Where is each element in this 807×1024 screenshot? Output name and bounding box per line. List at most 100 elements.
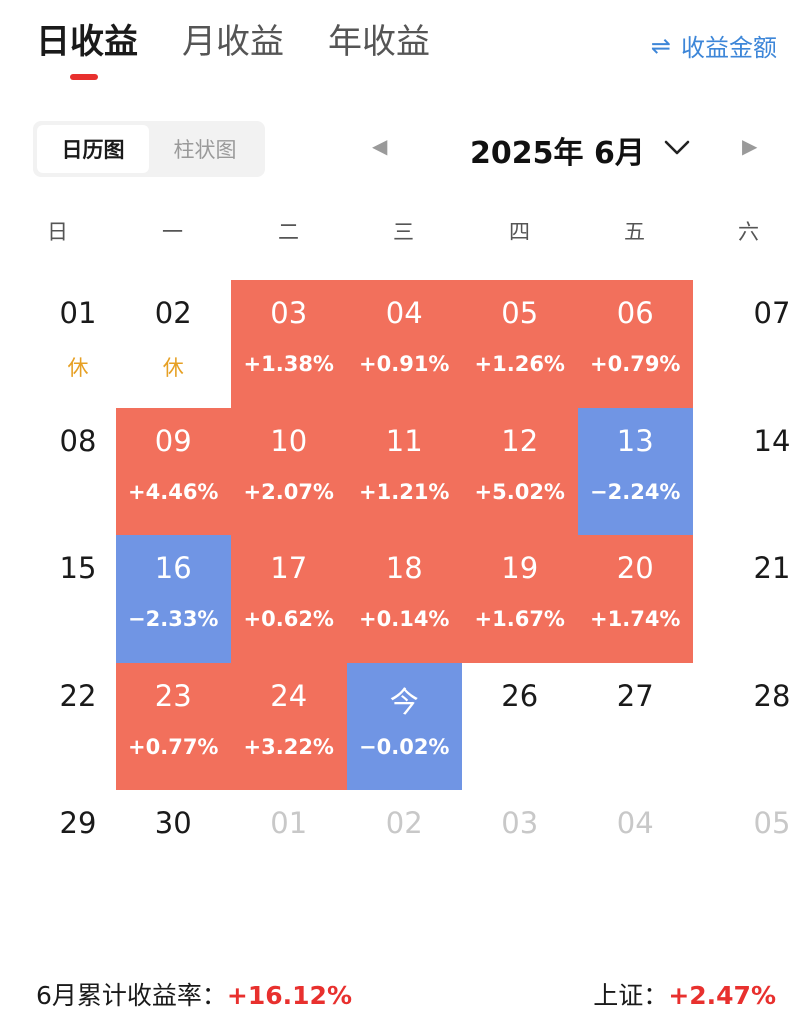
calendar-day[interactable]: 01 休	[20, 280, 136, 408]
calendar-day: 22	[20, 663, 136, 791]
tab-daily[interactable]: 日收益	[36, 22, 138, 80]
calendar-day[interactable]: 10 +2.07%	[231, 407, 347, 535]
daily-return: +0.14%	[359, 607, 450, 631]
tab-monthly[interactable]: 月收益	[182, 22, 284, 62]
day-number: 28	[753, 678, 791, 713]
day-number: 03	[501, 806, 539, 840]
day-number: 13	[616, 423, 654, 458]
daily-return: −2.24%	[590, 479, 681, 504]
daily-return: +5.02%	[474, 479, 565, 504]
calendar-day: 29	[20, 790, 136, 918]
day-number: 02	[154, 296, 192, 330]
calendar-day[interactable]: 16 −2.33%	[115, 535, 231, 663]
weekday-label: 日	[47, 220, 68, 244]
index-return-value: +2.47%	[668, 981, 776, 1010]
calendar-day: 15	[20, 535, 136, 663]
calendar-day[interactable]: 02 休	[116, 280, 232, 408]
day-number: 24	[270, 678, 308, 713]
day-number: 23	[154, 678, 192, 713]
calendar-day[interactable]: 23 +0.77%	[115, 662, 231, 790]
holiday-label: 休	[162, 356, 184, 380]
calendar-day[interactable]: 04 +0.91%	[346, 280, 462, 408]
daily-return: +1.26%	[474, 352, 565, 376]
day-number: 08	[59, 423, 97, 458]
calendar-day[interactable]: 19 +1.67%	[462, 535, 578, 663]
day-number: 10	[270, 423, 308, 458]
calendar-day: 27	[578, 663, 694, 791]
day-number: 15	[59, 551, 97, 585]
calendar-day: 21	[714, 535, 807, 663]
calendar-day[interactable]: 20 +1.74%	[577, 535, 693, 663]
chevron-down-icon[interactable]	[662, 132, 692, 162]
day-number: 18	[385, 551, 423, 585]
calendar-grid: 01 休 02 休 03 +1.38% 04 +0.91% 05 +1.26% 06 +0.79% 07…	[0, 280, 807, 880]
calendar-day[interactable]: 09 +4.46%	[115, 407, 231, 535]
daily-return: +1.67%	[474, 607, 565, 631]
daily-return: +3.22%	[243, 734, 334, 759]
bar-view-button[interactable]: 柱状图	[173, 138, 237, 162]
daily-return: +0.91%	[359, 352, 450, 376]
triangle-left-icon[interactable]: ◀	[372, 134, 388, 158]
period-tabs: 日收益 月收益 年收益	[36, 22, 430, 80]
tab-daily-label: 日收益	[36, 22, 138, 62]
calendar-day[interactable]: 06 +0.79%	[577, 280, 693, 408]
triangle-right-icon[interactable]: ▶	[742, 134, 758, 158]
daily-return: +2.07%	[243, 479, 334, 504]
toggle-amount-label: 收益金额	[681, 34, 777, 62]
weekday-label: 三	[393, 220, 414, 244]
calendar-view-button[interactable]: 日历图	[37, 125, 149, 173]
day-number: 今	[389, 684, 419, 719]
view-switch: 日历图 柱状图	[33, 121, 265, 177]
day-number: 17	[270, 551, 308, 585]
day-number: 02	[385, 806, 423, 840]
index-return: 上证：+2.47%	[593, 976, 776, 1012]
weekday-label: 四	[509, 220, 530, 244]
daily-return: +4.46%	[128, 479, 219, 504]
day-number: 01	[59, 296, 97, 330]
calendar-day[interactable]: 24 +3.22%	[231, 662, 347, 790]
calendar-day-today[interactable]: 今 −0.02%	[346, 662, 462, 790]
calendar-day[interactable]: 03 +1.38%	[231, 280, 347, 408]
active-tab-indicator	[70, 74, 98, 80]
daily-return: +0.77%	[128, 734, 219, 759]
daily-return: +0.79%	[590, 352, 681, 376]
day-number: 04	[385, 296, 423, 330]
day-number: 26	[501, 678, 539, 713]
calendar-day[interactable]: 05 +1.26%	[462, 280, 578, 408]
daily-return: +1.21%	[359, 479, 450, 504]
day-number: 04	[616, 806, 654, 840]
weekday-label: 二	[278, 220, 299, 244]
weekday-label: 六	[738, 220, 759, 244]
holiday-label: 休	[67, 356, 89, 380]
weekday-label: 五	[624, 220, 645, 244]
tab-yearly[interactable]: 年收益	[328, 22, 430, 62]
calendar-day: 08	[20, 408, 136, 536]
tab-monthly-label: 月收益	[182, 22, 284, 62]
calendar-day: 28	[714, 663, 807, 791]
day-number: 06	[616, 296, 654, 330]
calendar-day[interactable]: 12 +5.02%	[462, 407, 578, 535]
day-number: 07	[753, 296, 791, 330]
calendar-day[interactable]: 11 +1.21%	[346, 407, 462, 535]
calendar-day[interactable]: 18 +0.14%	[346, 535, 462, 663]
day-number: 19	[501, 551, 539, 585]
calendar-day[interactable]: 13 −2.24%	[577, 407, 693, 535]
calendar-day: 26	[462, 663, 578, 791]
calendar-day: 04	[578, 790, 694, 918]
day-number: 22	[59, 678, 97, 713]
calendar-day: 30	[116, 790, 232, 918]
monthly-return-value: +16.12%	[226, 981, 352, 1010]
calendar-day: 07	[714, 280, 807, 408]
month-title[interactable]: 2025年 6月	[470, 136, 645, 171]
day-number: 01	[270, 806, 308, 840]
calendar-day: 03	[462, 790, 578, 918]
day-number: 27	[616, 678, 654, 713]
toggle-amount-button[interactable]: ⇌ 收益金额	[651, 28, 777, 63]
day-number: 16	[154, 551, 192, 585]
daily-return: +1.38%	[243, 352, 334, 376]
calendar-day[interactable]: 17 +0.62%	[231, 535, 347, 663]
day-number: 11	[385, 423, 423, 458]
day-number: 12	[501, 423, 539, 458]
day-number: 20	[616, 551, 654, 585]
day-number: 30	[154, 806, 192, 840]
